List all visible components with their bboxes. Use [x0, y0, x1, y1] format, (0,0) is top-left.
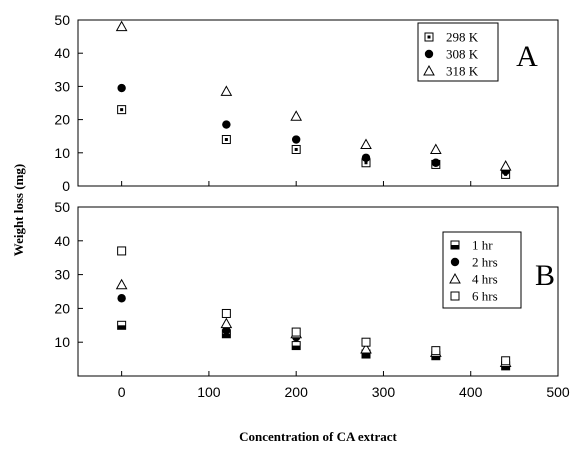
- legend-label-6-hrs: 6 hrs: [472, 289, 498, 304]
- y-tick-label: 30: [54, 267, 70, 283]
- point-1-hr: [117, 320, 127, 330]
- point-6-hrs: [117, 246, 127, 256]
- legend-label-4-hrs: 4 hrs: [472, 272, 498, 287]
- panel-a-legend: 298 K 308 K 318 K: [417, 22, 499, 82]
- legend-marker-2-hrs: [450, 257, 460, 267]
- y-tick-label: 50: [54, 199, 70, 215]
- y-tick-label: 0: [62, 178, 70, 194]
- point-308-k: [222, 120, 231, 129]
- point-298-k: [221, 135, 231, 145]
- point-6-hrs: [291, 327, 301, 337]
- point-4-hrs: [220, 317, 233, 329]
- panel-b-label: B: [535, 259, 555, 292]
- point-308-k: [117, 83, 126, 93]
- legend-label-1-hr: 1 hr: [472, 238, 493, 253]
- point-298-k: [291, 144, 301, 154]
- point-6-hrs: [361, 337, 371, 347]
- panel-a-label: A: [516, 40, 538, 73]
- x-tick-label: 0: [118, 384, 126, 400]
- point-308-k: [431, 158, 441, 167]
- y-tick-label: 10: [54, 334, 70, 350]
- point-318-k: [360, 138, 372, 149]
- legend-marker-4-hrs: [449, 272, 461, 284]
- point-2-hrs: [117, 294, 126, 303]
- panel-b-frame: [77, 206, 559, 377]
- point-318-k: [115, 20, 128, 32]
- point-2-hrs: [222, 326, 231, 335]
- y-tick-label: 50: [54, 12, 70, 28]
- legend-label-308-k: 308 K: [446, 47, 479, 62]
- panel-a-marks: [115, 20, 512, 179]
- point-6-hrs: [431, 346, 441, 356]
- x-axis-title: Concentration of CA extract: [239, 429, 397, 444]
- panel-a-frame: [77, 19, 559, 187]
- point-308-k: [291, 135, 301, 144]
- y-tick-label: 10: [54, 145, 70, 161]
- y-tick-label: 40: [54, 233, 70, 249]
- point-4-hrs: [115, 278, 128, 290]
- legend-label-318-k: 318 K: [446, 64, 479, 79]
- panel-a: 0 10 20 30 40 50 A 298 K 308 K 318 K: [54, 12, 559, 194]
- point-4-hrs: [360, 342, 372, 354]
- x-tick-label: 500: [546, 384, 570, 400]
- point-318-k: [499, 160, 512, 171]
- legend-label-2-hrs: 2 hrs: [472, 255, 498, 270]
- y-tick-label: 20: [54, 112, 70, 128]
- legend-label-298-k: 298 K: [446, 30, 479, 45]
- y-tick-label: 30: [54, 78, 70, 94]
- y-tick-label: 20: [54, 300, 70, 316]
- legend-marker-298-k: [424, 32, 434, 42]
- panel-b-marks: [115, 246, 512, 371]
- point-318-k: [290, 110, 303, 121]
- point-308-k: [361, 153, 371, 162]
- point-318-k: [429, 143, 442, 154]
- panel-a-axes: 0 10 20 30 40 50: [54, 12, 559, 194]
- point-6-hrs: [501, 356, 511, 366]
- point-298-k: [117, 105, 127, 115]
- x-tick-label: 400: [459, 384, 483, 400]
- panel-b-legend: 1 hr 2 hrs 4 hrs 6 hrs: [442, 231, 522, 309]
- point-318-k: [220, 85, 233, 96]
- y-tick-label: 40: [54, 45, 70, 61]
- legend-marker-6-hrs: [450, 291, 460, 301]
- x-tick-label: 200: [285, 384, 309, 400]
- point-6-hrs: [221, 308, 231, 318]
- legend-marker-1-hr: [450, 240, 460, 250]
- legend-marker-308-k: [424, 49, 434, 59]
- y-axis-title: Weight loss (mg): [11, 164, 26, 256]
- x-tick-label: 100: [197, 384, 221, 400]
- x-tick-label: 300: [372, 384, 396, 400]
- legend-marker-318-k: [423, 64, 435, 76]
- point-1-hr: [291, 341, 301, 351]
